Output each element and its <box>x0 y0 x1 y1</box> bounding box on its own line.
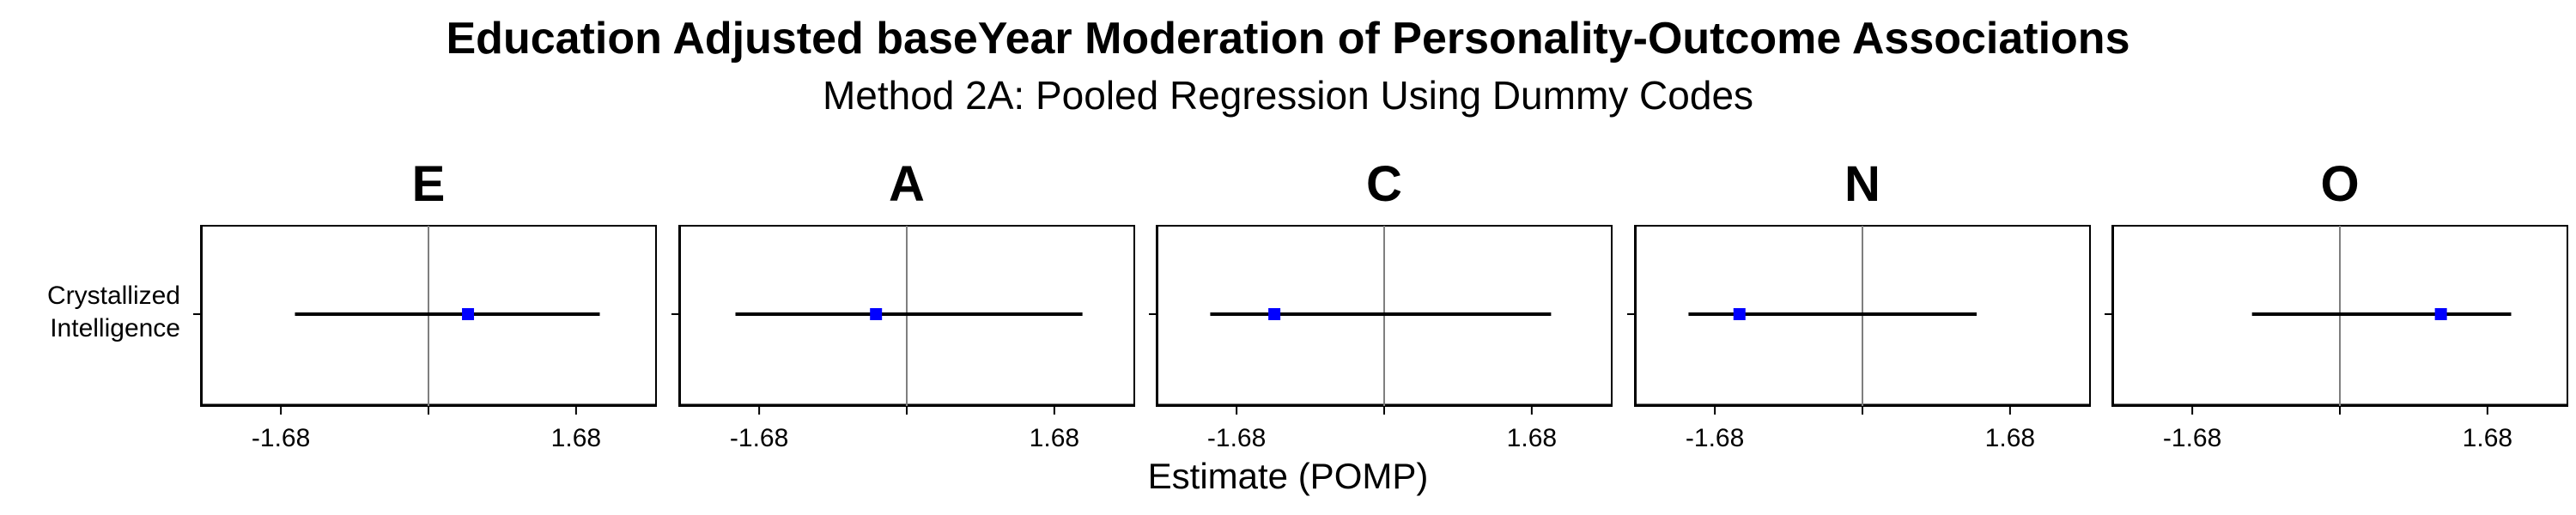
chart-title: Education Adjusted baseYear Moderation o… <box>446 14 2130 64</box>
x-tick-label: 1.68 <box>1985 424 2035 452</box>
x-tick-label: -1.68 <box>730 424 788 452</box>
x-tick-label: -1.68 <box>2163 424 2221 452</box>
panel-title: O <box>2320 156 2360 212</box>
panel-title: E <box>411 156 446 212</box>
panel-A: A -1.68 1.68 <box>671 0 1135 515</box>
panel-plot: -1.68 1.68 <box>671 225 1135 452</box>
estimate-point <box>462 308 475 320</box>
panel-N: N -1.68 1.68 <box>1627 0 2091 515</box>
chart-subtitle: Method 2A: Pooled Regression Using Dummy… <box>822 73 1754 118</box>
panel-plot: -1.68 1.68 <box>1627 225 2091 452</box>
estimate-point <box>2434 308 2447 320</box>
panel-O: O -1.68 1.68 <box>2105 0 2568 515</box>
panel-plot: -1.68 1.68 <box>1149 225 1613 452</box>
x-tick-label: -1.68 <box>252 424 310 452</box>
x-tick-label: 1.68 <box>551 424 601 452</box>
row-label: Crystallized Intelligence <box>0 280 180 345</box>
panel-title: C <box>1366 156 1402 212</box>
panel-title: N <box>1844 156 1880 212</box>
panel-plot: -1.68 1.68 <box>2105 225 2568 452</box>
x-tick-label: -1.68 <box>1686 424 1744 452</box>
x-tick-label: 1.68 <box>1507 424 1557 452</box>
panel-plot: -1.68 1.68 <box>193 225 657 452</box>
panel-title: A <box>889 156 925 212</box>
x-tick-label: 1.68 <box>1030 424 1079 452</box>
panel-E: E -1.68 1.68 <box>193 0 657 515</box>
panel-C: C -1.68 1.68 <box>1149 0 1613 515</box>
estimate-point <box>870 308 883 320</box>
x-tick-label: 1.68 <box>2463 424 2512 452</box>
estimate-point <box>1268 308 1281 320</box>
row-label-line-1: Crystallized <box>46 282 180 310</box>
x-tick-label: -1.68 <box>1207 424 1266 452</box>
estimate-point <box>1733 308 1746 320</box>
x-axis-label: Estimate (POMP) <box>1147 456 1429 496</box>
row-label-line-2: Intelligence <box>50 314 180 342</box>
